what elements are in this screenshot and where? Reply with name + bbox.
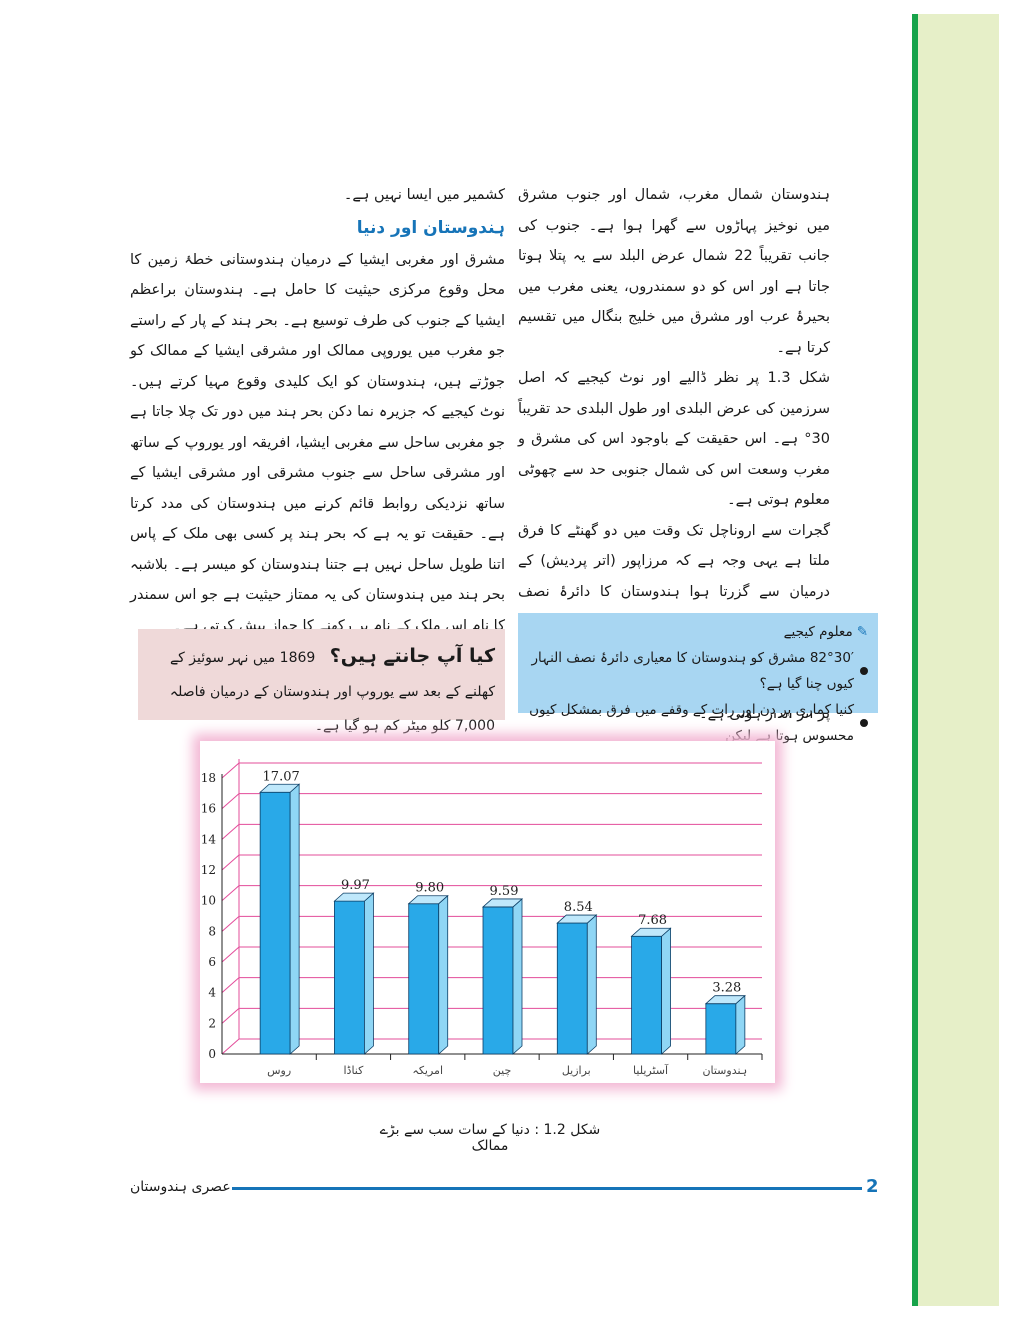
bar-value-label: 17.07	[263, 769, 300, 784]
list-item: 82°30′ مشرق کو ہندوستان کا معیاری دائرۂ …	[528, 645, 868, 697]
bar-top	[704, 995, 746, 1005]
x-tick-label: آسٹریلیا	[633, 1063, 669, 1077]
bar-top	[259, 783, 301, 793]
y-tick-label: 0	[208, 1047, 216, 1061]
intro-line: کشمیر میں ایسا نہیں ہے۔	[343, 187, 505, 203]
paragraph: شکل 1.3 پر نظر ڈالیے اور نوٹ کیجیے کہ اص…	[518, 370, 831, 508]
bar-side	[512, 898, 523, 1055]
side-stripe	[912, 14, 918, 1306]
x-tick-label: چین	[493, 1064, 512, 1077]
bar-value-label: 3.28	[712, 981, 741, 996]
left-column: کشمیر میں ایسا نہیں ہے۔ ہندوستان اور دنی…	[130, 180, 505, 641]
bar-value-label: 9.59	[490, 884, 519, 899]
bullet-icon	[860, 667, 868, 675]
info-box-title: معلوم کیجیے	[783, 624, 853, 640]
grid-line-depth	[221, 1038, 240, 1055]
bar-side	[735, 994, 746, 1055]
y-tick-label: 8	[208, 924, 216, 938]
did-you-know-question: کیا آپ جانتے ہیں؟	[329, 645, 495, 667]
info-box-list: 82°30′ مشرق کو ہندوستان کا معیاری دائرۂ …	[528, 645, 868, 749]
side-panel	[917, 14, 999, 1306]
bar	[556, 922, 588, 1055]
bar-top	[333, 892, 375, 902]
info-box-title-row: ✎ معلوم کیجیے	[528, 619, 868, 645]
footer-rule	[232, 1187, 862, 1190]
bar-value-label: 9.80	[415, 881, 444, 896]
grid-line-depth	[221, 1007, 240, 1024]
bar-side	[364, 892, 374, 1055]
bar-value-label: 8.54	[564, 900, 593, 915]
bar	[334, 900, 365, 1055]
figure-caption: شکل 1.2 : دنیا کے سات سب سے بڑے ممالک	[379, 1122, 601, 1154]
chart-svg: 024681012141618ملین مربع کلو میٹر17.07رو…	[201, 759, 763, 1077]
bar-side	[586, 914, 597, 1055]
x-tick-label: کناڈا	[343, 1064, 364, 1077]
bar-top	[630, 927, 672, 937]
bar	[482, 906, 514, 1055]
pen-icon: ✎	[856, 624, 868, 640]
bar-side	[289, 783, 300, 1055]
bar-value-label: 7.68	[638, 913, 667, 928]
page-number: 2	[866, 1176, 879, 1197]
did-you-know-box: کیا آپ جانتے ہیں؟ 1869 میں نہر سوئیز کے …	[138, 629, 505, 734]
info-box: ✎ معلوم کیجیے 82°30′ مشرق کو ہندوستان کا…	[518, 613, 878, 744]
list-item: کنیا کماری پر دن اور رات کے وقفے میں فرق…	[528, 697, 868, 749]
bar	[631, 935, 662, 1055]
grid-line-depth	[221, 823, 240, 840]
bar-top	[407, 895, 449, 905]
section-heading: ہندوستان اور دنیا	[356, 217, 505, 238]
list-item-text: 82°30′ مشرق کو ہندوستان کا معیاری دائرۂ …	[531, 650, 854, 692]
bar	[705, 1003, 737, 1055]
y-tick-label: 6	[208, 955, 216, 969]
y-tick-label: 16	[201, 802, 216, 816]
bar-value-label: 9.97	[341, 878, 370, 893]
bar-top	[556, 914, 598, 924]
y-tick-label: 10	[201, 894, 216, 908]
y-tick-label: 2	[208, 1016, 216, 1030]
grid-line-depth	[221, 946, 240, 963]
bullet-icon	[860, 719, 868, 727]
grid-line-depth	[221, 762, 240, 779]
y-tick-label: 14	[201, 832, 217, 846]
did-you-know-text: 1869 میں نہر سوئیز کے کھلنے کے بعد سے یو…	[169, 650, 495, 734]
grid-line-depth	[221, 977, 240, 994]
y-tick-label: 12	[201, 863, 216, 877]
x-tick-label: روس	[267, 1064, 291, 1077]
grid-line-depth	[221, 915, 240, 932]
book-title: عصری ہندوستان	[130, 1179, 231, 1195]
x-tick-label: برازیل	[562, 1064, 591, 1077]
paragraph: ہندوستان شمال مغرب، شمال اور جنوب مشرق م…	[518, 187, 830, 356]
bar	[408, 903, 440, 1055]
list-item-text: کنیا کماری پر دن اور رات کے وقفے میں فرق…	[529, 702, 854, 744]
grid-line-depth	[221, 854, 240, 871]
grid-line-depth	[221, 885, 240, 902]
paragraph: مشرق اور مغربی ایشیا کے درمیان ہندوستانی…	[130, 251, 505, 634]
bar-chart: 024681012141618ملین مربع کلو میٹر17.07رو…	[200, 741, 775, 1083]
y-tick-label: 18	[201, 771, 216, 785]
x-tick-label: ہندوستان	[702, 1064, 747, 1077]
x-tick-label: امریکہ	[412, 1064, 443, 1077]
y-tick-label: 4	[208, 986, 216, 1000]
bar-side	[438, 894, 449, 1055]
bar-top	[481, 898, 524, 908]
bar	[259, 791, 291, 1055]
grid-line-depth	[221, 793, 240, 810]
bar-side	[661, 927, 671, 1055]
